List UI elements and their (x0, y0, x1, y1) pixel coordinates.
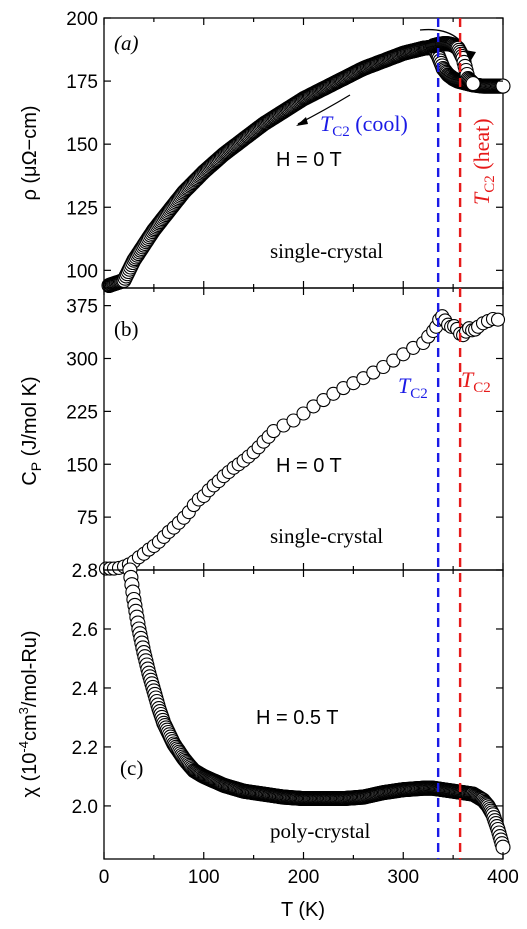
tc2-heat-label: TC2 (heat) (469, 118, 498, 205)
panel-a-label: (a) (114, 31, 139, 55)
x-tick-label: 300 (387, 867, 419, 888)
x-tick-label: 100 (188, 867, 220, 888)
data-point (465, 76, 481, 92)
y-tick-label: 150 (66, 455, 98, 476)
panel-a-field-label: H = 0 T (276, 149, 342, 171)
y-tick-label: 200 (66, 9, 98, 30)
panel-c-ticks: 2.8 2.6 2.4 2.2 2.0 0 100 200 300 400 (72, 561, 519, 888)
panel-a-ylabel: ρ (μΩ−cm) (19, 105, 41, 200)
panel-b-sample-label: single-crystal (270, 524, 383, 548)
data-point (386, 353, 401, 368)
y-tick-label: 375 (66, 297, 98, 318)
y-tick-label: 150 (66, 135, 98, 156)
y-tick-label: 300 (66, 350, 98, 371)
panel-c-ylabel: χ (10-4cm3/mol-Ru) (16, 630, 41, 797)
panel-c-marks (122, 562, 511, 855)
data-point (306, 399, 321, 414)
panel-a-sample-label: single-crystal (270, 239, 383, 263)
panel-b: 375 300 225 150 75 (b) H = 0 T single-crysta… (19, 287, 506, 576)
data-point (490, 312, 506, 327)
y-tick-label: 175 (66, 72, 98, 93)
data-point (286, 413, 301, 428)
panel-a-marks (101, 36, 511, 294)
tc2-cool-label: TC2 (cool) (320, 111, 408, 140)
x-tick-label: 200 (288, 867, 320, 888)
panel-b-ylabel: CP (J/mol K) (19, 376, 44, 485)
tc2-cool-label-b: TC2 (398, 373, 428, 402)
y-tick-label: 2.6 (72, 620, 98, 641)
y-tick-label: 2.2 (72, 738, 98, 759)
data-point (316, 393, 331, 408)
tc2-heat-label-b: TC2 (461, 367, 491, 396)
panel-c-field-label: H = 0.5 T (256, 707, 338, 729)
y-tick-label: 75 (77, 508, 98, 529)
x-axis-title: T (K) (281, 899, 325, 921)
panel-b-ticks: 375 300 225 150 75 (66, 288, 504, 570)
panel-c: 2.8 2.6 2.4 2.2 2.0 0 100 200 300 400 (c) H = 0.5… (16, 561, 519, 921)
data-point (376, 359, 391, 375)
panel-a: 200 175 150 125 100 (a) H = 0 T single-cryst… (19, 9, 511, 294)
data-point (296, 406, 311, 421)
data-point (396, 347, 411, 362)
transition-lines (436, 18, 462, 859)
panel-b-label: (b) (114, 317, 139, 341)
panel-b-marks (98, 309, 506, 576)
panel-a-ticks: 200 175 150 125 100 (66, 9, 504, 288)
cooling-arrowhead (296, 117, 308, 126)
y-tick-label: 2.4 (72, 679, 99, 700)
heating-arrowhead (465, 50, 476, 62)
y-tick-label: 125 (66, 198, 98, 219)
panel-b-field-label: H = 0 T (276, 455, 342, 477)
y-tick-label: 2.8 (72, 561, 98, 582)
y-tick-label: 2.0 (72, 797, 98, 818)
x-tick-label: 400 (487, 867, 519, 888)
data-point (495, 78, 511, 94)
y-tick-label: 225 (66, 402, 98, 423)
x-tick-label: 0 (99, 867, 110, 888)
panel-c-label: (c) (120, 756, 143, 780)
panel-c-sample-label: poly-crystal (270, 819, 370, 843)
y-tick-label: 100 (66, 261, 98, 282)
